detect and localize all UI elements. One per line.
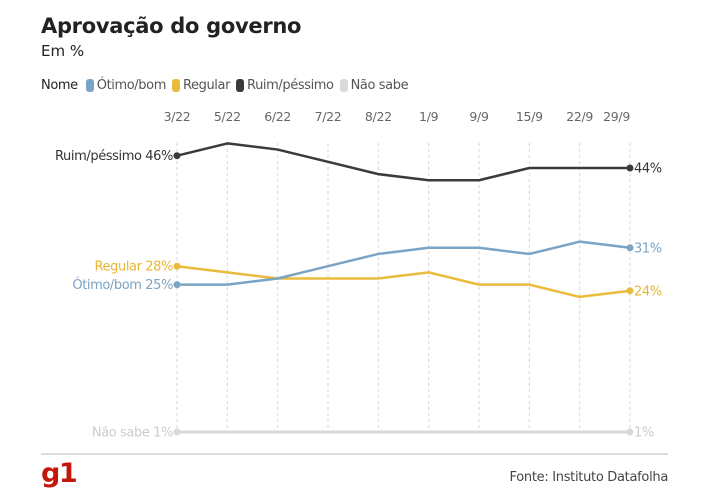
series-dot-end-nao-sabe bbox=[626, 428, 634, 436]
legend-item-ruim-pessimo[interactable]: Ruim/péssimo bbox=[236, 78, 334, 93]
series-dots bbox=[173, 152, 634, 436]
g1-logo[interactable]: g1 bbox=[41, 458, 78, 489]
x-tick-label: 7/22 bbox=[315, 109, 342, 124]
series-end-label-otimo-bom: 31% bbox=[634, 241, 662, 256]
series-line-otimo-bom bbox=[177, 240, 631, 286]
series-end-label-regular: 24% bbox=[634, 284, 662, 299]
series-end-label-ruim-pessimo: 44% bbox=[634, 161, 662, 176]
legend-label: Ótimo/bom bbox=[96, 78, 167, 93]
legend-item-otimo-bom[interactable]: Ótimo/bom bbox=[85, 78, 167, 93]
series-dot-start-ruim-pessimo bbox=[173, 152, 181, 160]
x-tick-label: 8/22 bbox=[365, 109, 392, 124]
legend-label: Ruim/péssimo bbox=[247, 78, 334, 93]
series-start-label-ruim-pessimo: Ruim/péssimo 46% bbox=[55, 149, 173, 164]
series-start-label-regular: Regular 28% bbox=[95, 260, 174, 275]
legend-swatch bbox=[339, 79, 348, 92]
legend-swatch bbox=[236, 79, 245, 92]
x-tick-label: 15/9 bbox=[516, 109, 543, 124]
series-dot-start-regular bbox=[173, 262, 181, 270]
series-dot-start-nao-sabe bbox=[173, 428, 181, 436]
source-note: Fonte: Instituto Datafolha bbox=[509, 470, 669, 485]
legend: Nome Ótimo/bom Regular Ruim/péssimo Não … bbox=[41, 78, 410, 93]
series-end-label-nao-sabe: 1% bbox=[634, 426, 654, 441]
series-dot-end-ruim-pessimo bbox=[626, 164, 634, 172]
x-tick-label: 9/9 bbox=[469, 109, 489, 124]
x-axis-ticks: 3/22 5/22 6/22 7/22 8/22 1/9 9/9 15/9 22/9 29/9 bbox=[164, 109, 631, 124]
legend-swatch bbox=[85, 79, 94, 92]
legend-item-regular[interactable]: Regular bbox=[171, 78, 231, 93]
chart-subtitle: Em % bbox=[41, 42, 85, 60]
x-tick-label: 29/9 bbox=[603, 109, 630, 124]
series-dot-start-otimo-bom bbox=[173, 281, 181, 289]
x-tick-label: 1/9 bbox=[419, 109, 439, 124]
chart-title: Aprovação do governo bbox=[41, 14, 302, 38]
footer-divider bbox=[41, 453, 668, 455]
series-start-label-otimo-bom: Ótimo/bom 25% bbox=[72, 277, 173, 293]
series-dot-end-regular bbox=[626, 287, 634, 295]
series-labels: Não sabe 1% 1% Regular 28% 24% Ótimo/bom 25%… bbox=[55, 149, 662, 440]
x-tick-label: 22/9 bbox=[566, 109, 593, 124]
x-tick-label: 5/22 bbox=[214, 109, 241, 124]
legend-label: Não sabe bbox=[350, 78, 409, 93]
x-tick-label: 6/22 bbox=[264, 109, 291, 124]
series-dot-end-otimo-bom bbox=[626, 244, 634, 252]
gridlines bbox=[176, 143, 631, 432]
series-lines bbox=[176, 142, 631, 434]
legend-swatch bbox=[171, 79, 180, 92]
legend-label: Regular bbox=[182, 78, 231, 93]
series-start-label-nao-sabe: Não sabe 1% bbox=[92, 426, 173, 441]
legend-item-nao-sabe[interactable]: Não sabe bbox=[339, 78, 409, 93]
series-line-ruim-pessimo bbox=[176, 142, 630, 182]
x-tick-label: 3/22 bbox=[164, 109, 191, 124]
legend-title: Nome bbox=[41, 78, 78, 93]
series-line-regular bbox=[176, 264, 631, 299]
